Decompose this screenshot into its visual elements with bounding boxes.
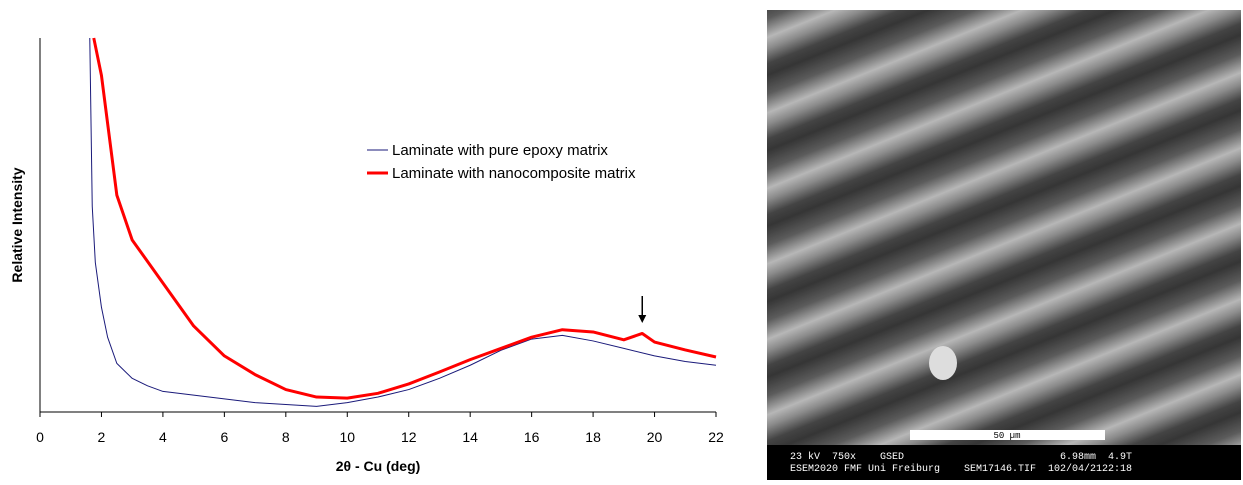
x-tick-label: 8 (282, 429, 290, 445)
legend-label: Laminate with pure epoxy matrix (392, 142, 608, 159)
x-tick-label: 0 (36, 429, 44, 445)
particle (929, 346, 957, 380)
chart: 2θ - Cu (deg) Relative Intensity 0 2 4 6 8 10… (9, 37, 724, 474)
info-text: ESEM2020 FMF Uni Freiburg SEM17146.TIF 1… (790, 463, 1132, 475)
info-bar (767, 445, 1241, 480)
scale-label: 50 µm (993, 431, 1020, 441)
x-tick-label: 4 (159, 429, 167, 445)
x-tick-label: 22 (708, 429, 724, 445)
scale-bar (910, 430, 1105, 440)
info-text: 23 kV 750x GSED 6.98mm 4.9T (790, 451, 1132, 463)
x-tick-label: 16 (524, 429, 540, 445)
x-tick-label: 2 (98, 429, 106, 445)
series-line (89, 37, 717, 407)
series-line (92, 37, 717, 400)
x-tick-label: 20 (647, 429, 663, 445)
x-tick-label: 6 (220, 429, 228, 445)
legend-label: Laminate with nanocomposite matrix (392, 165, 636, 182)
y-axis-label: Relative Intensity (9, 167, 25, 282)
x-tick-label: 14 (462, 429, 478, 445)
x-tick-label: 18 (585, 429, 601, 445)
annotation-arrowhead (638, 315, 647, 323)
sem-texture (767, 10, 1241, 480)
x-tick-label: 12 (401, 429, 417, 445)
x-axis-label: 2θ - Cu (deg) (336, 458, 421, 474)
sem-micrograph (767, 10, 1241, 480)
x-tick-label: 10 (339, 429, 355, 445)
sem-image: 50 µm 23 kV 750x GSED 6.98mm 4.9T ESEM20… (767, 10, 1241, 480)
